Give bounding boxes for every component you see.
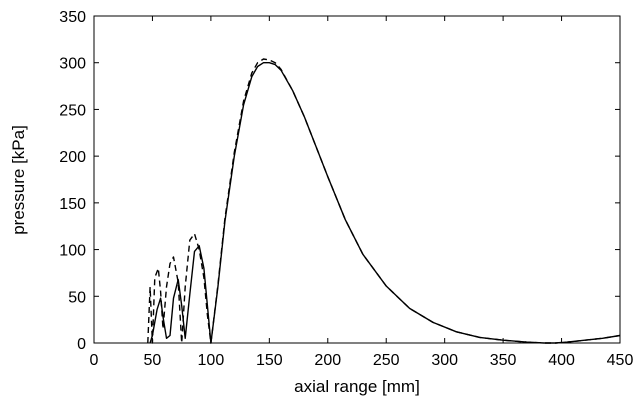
x-tick-label: 150 bbox=[256, 352, 283, 369]
y-tick-label: 200 bbox=[59, 149, 86, 166]
y-tick-label: 350 bbox=[59, 9, 86, 26]
x-axis-label: axial range [mm] bbox=[294, 377, 420, 396]
ticks-layer: 0 50 100 150 200 250 300 350 400 450 0 50 100 150 200 2… bbox=[59, 9, 633, 369]
x-tick-label: 350 bbox=[490, 352, 517, 369]
y-tick-label: 100 bbox=[59, 243, 86, 260]
solid-pressure-line bbox=[149, 62, 621, 344]
y-tick-label: 300 bbox=[59, 56, 86, 73]
y-tick-label: 0 bbox=[77, 336, 86, 353]
y-tick-label: 50 bbox=[68, 289, 86, 306]
y-tick-label: 250 bbox=[59, 102, 86, 119]
x-tick-label: 300 bbox=[431, 352, 458, 369]
x-tick-label: 250 bbox=[373, 352, 400, 369]
x-tick-label: 0 bbox=[90, 352, 99, 369]
series-layer bbox=[147, 58, 621, 344]
x-tick-label: 450 bbox=[607, 352, 634, 369]
dashed-pressure-line bbox=[147, 58, 621, 344]
x-tick-label: 50 bbox=[144, 352, 162, 369]
y-tick-label: 150 bbox=[59, 196, 86, 213]
plot-frame bbox=[93, 15, 621, 344]
y-axis-label: pressure [kPa] bbox=[9, 125, 28, 235]
x-tick-label: 100 bbox=[198, 352, 225, 369]
x-tick-label: 200 bbox=[314, 352, 341, 369]
x-tick-label: 400 bbox=[548, 352, 575, 369]
